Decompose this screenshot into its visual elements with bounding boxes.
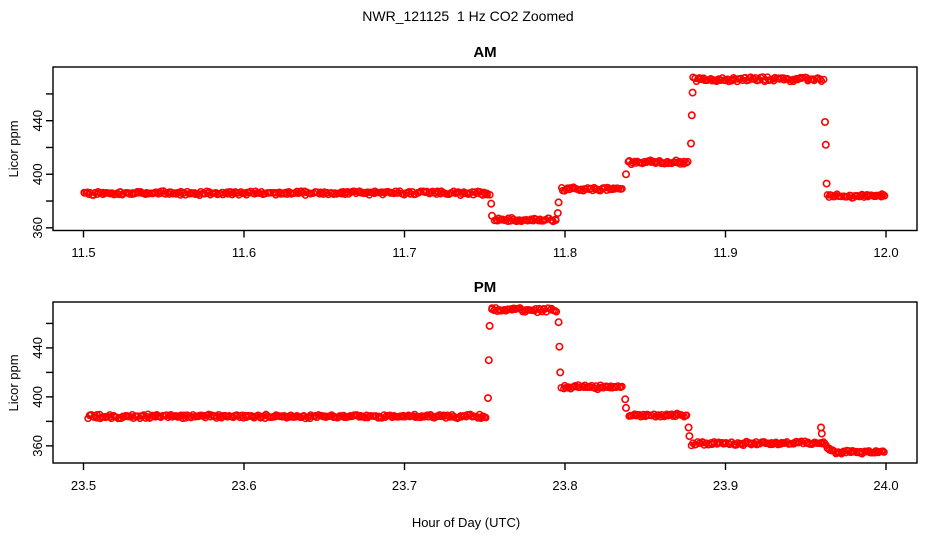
x-tick-label: 11.7 xyxy=(392,245,416,260)
data-point xyxy=(486,191,494,199)
data-point xyxy=(687,111,696,120)
data-point xyxy=(618,382,626,391)
data-point xyxy=(554,198,563,207)
scatter-points xyxy=(80,73,889,226)
data-point xyxy=(621,170,630,179)
data-point xyxy=(819,75,828,84)
data-point xyxy=(880,192,889,200)
data-point xyxy=(688,88,697,97)
main-title: NWR_121125 1 Hz CO2 Zoomed xyxy=(362,8,573,24)
data-point xyxy=(323,189,331,197)
data-point xyxy=(685,432,694,441)
data-point xyxy=(684,157,692,166)
data-point xyxy=(487,199,496,208)
pm-panel-plot: 23.5 23.6 23.7 23.8 23.9 24.0 360 400 440 xyxy=(30,301,918,493)
pm-y-axis-label: Licor ppm xyxy=(6,354,21,411)
x-tick-label: 23.5 xyxy=(71,478,96,493)
x-tick-label: 24.0 xyxy=(873,478,898,493)
x-tick-label: 11.6 xyxy=(232,245,256,260)
data-point xyxy=(879,447,887,455)
data-point xyxy=(820,118,829,127)
panel-border xyxy=(52,301,918,464)
y-tick-label: 440 xyxy=(30,337,45,359)
x-tick-label: 23.6 xyxy=(231,478,256,493)
x-tick-label: 23.9 xyxy=(713,478,738,493)
y-tick-label: 360 xyxy=(30,435,45,457)
y-tick-label: 440 xyxy=(30,110,45,132)
data-point xyxy=(552,216,560,224)
data-point xyxy=(621,395,630,404)
x-tick-label: 11.5 xyxy=(71,245,95,260)
data-point xyxy=(554,318,563,327)
data-point xyxy=(686,139,695,148)
am-y-axis-label: Licor ppm xyxy=(6,120,21,177)
data-point xyxy=(684,423,693,432)
x-axis-label: Hour of Day (UTC) xyxy=(412,515,520,530)
data-point xyxy=(621,403,630,412)
data-point xyxy=(618,184,626,193)
data-point xyxy=(555,342,564,351)
data-point xyxy=(880,448,888,456)
data-point xyxy=(553,209,562,218)
am-panel-title: AM xyxy=(473,44,496,61)
data-point xyxy=(484,356,493,365)
data-point xyxy=(483,394,492,403)
data-point xyxy=(632,411,640,420)
data-point xyxy=(631,159,640,167)
data-point xyxy=(326,412,335,420)
x-tick-label: 12.0 xyxy=(873,245,898,260)
data-point xyxy=(804,438,812,446)
data-point xyxy=(483,190,492,199)
data-point xyxy=(485,321,494,330)
y-tick-label: 360 xyxy=(30,217,45,239)
data-point xyxy=(682,411,691,420)
data-point xyxy=(822,179,831,188)
data-point xyxy=(482,413,490,422)
x-tick-label: 11.8 xyxy=(553,245,577,260)
data-point xyxy=(817,429,826,438)
data-point xyxy=(556,368,565,377)
pm-panel-title: PM xyxy=(474,279,497,296)
data-point xyxy=(336,412,344,420)
x-tick-label: 23.8 xyxy=(552,478,577,493)
data-point xyxy=(552,307,561,316)
data-point xyxy=(487,211,496,220)
x-tick-label: 11.9 xyxy=(713,245,737,260)
y-tick-label: 400 xyxy=(30,163,45,185)
data-point xyxy=(879,190,888,199)
data-point xyxy=(821,140,830,149)
scatter-points xyxy=(84,304,888,458)
data-point xyxy=(531,305,540,313)
x-tick-label: 23.7 xyxy=(392,478,417,493)
panel-border xyxy=(52,66,918,232)
y-tick-label: 400 xyxy=(30,386,45,408)
am-panel-plot: 11.5 11.6 11.7 11.8 11.9 12.0 360 400 440 xyxy=(30,66,918,260)
